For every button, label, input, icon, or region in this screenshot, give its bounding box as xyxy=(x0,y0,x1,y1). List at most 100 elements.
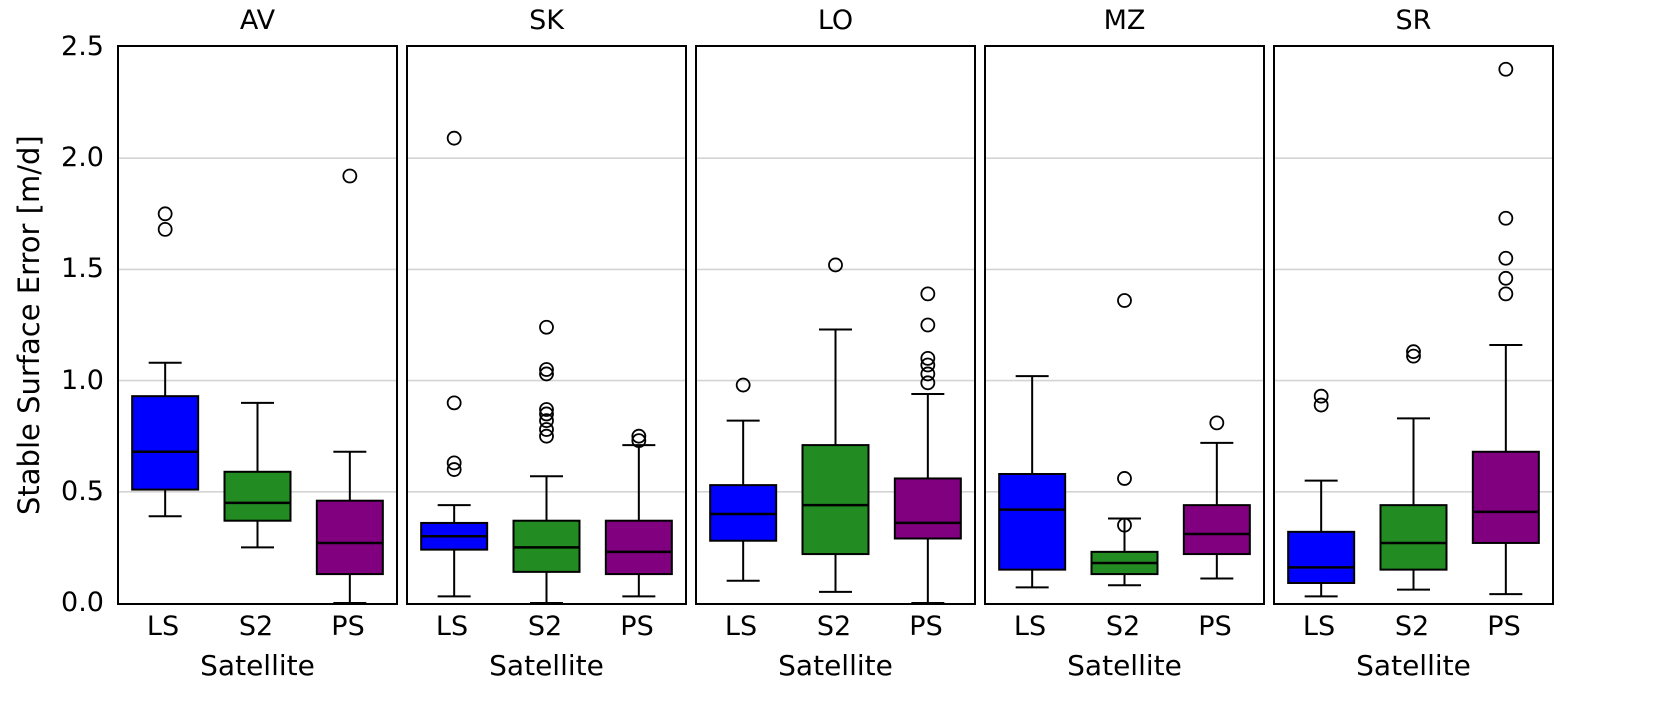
x-tick-label: S2 xyxy=(238,611,274,642)
panel-title: SR xyxy=(1395,5,1432,36)
box-LS xyxy=(998,375,1067,589)
panel-sk: SK LS S2 PS Satellite xyxy=(406,0,687,682)
x-tick-label: PS xyxy=(1198,611,1232,642)
outlier-point xyxy=(920,286,936,302)
x-tick-row: LS S2 PS xyxy=(117,605,398,647)
y-tick-label: 2.0 xyxy=(61,142,104,173)
x-axis-label: Satellite xyxy=(1356,649,1471,682)
y-tick-label: 0.5 xyxy=(61,476,104,507)
x-tick-label: PS xyxy=(1487,611,1521,642)
outlier-point xyxy=(1117,517,1132,533)
outlier-point xyxy=(1117,293,1132,308)
panel-lo: LO LS S2 PS Satellite xyxy=(695,0,976,682)
outlier-point xyxy=(539,319,554,335)
box-LS xyxy=(709,377,778,582)
outlier-point xyxy=(735,377,751,393)
outlier-point xyxy=(446,455,462,471)
outlier-point xyxy=(631,433,647,449)
outlier-point xyxy=(1313,388,1329,404)
x-axis-label: Satellite xyxy=(200,649,315,682)
y-tick-label: 1.0 xyxy=(61,365,104,396)
outlier-point xyxy=(446,395,462,411)
x-tick-row: LS S2 PS xyxy=(406,605,687,647)
box-LS xyxy=(131,206,200,518)
box-PS xyxy=(1471,61,1540,596)
panel-sr: SR LS S2 PS Satellite xyxy=(1273,0,1554,682)
box-LS xyxy=(1287,388,1356,598)
x-tick-label: LS xyxy=(1013,611,1047,642)
x-tick-label: LS xyxy=(724,611,758,642)
x-tick-row: LS S2 PS xyxy=(695,605,976,647)
outlier-point xyxy=(157,221,173,237)
outlier-point xyxy=(446,462,462,477)
panel-title: LO xyxy=(817,5,854,36)
outlier-point xyxy=(342,168,358,184)
outlier-point xyxy=(1498,250,1514,266)
outlier-point xyxy=(539,366,554,382)
y-tick-label: 0.0 xyxy=(61,587,104,618)
outlier-point xyxy=(1117,471,1132,486)
outlier-point xyxy=(920,350,936,366)
x-tick-label: LS xyxy=(435,611,469,642)
x-tick-label: PS xyxy=(331,611,365,642)
box-LS xyxy=(420,130,489,598)
outlier-point xyxy=(1498,270,1514,286)
x-tick-label: LS xyxy=(146,611,180,642)
panels-row: AV LS S2 PS Satellite SK LS S2 PS Satell… xyxy=(117,0,1554,682)
outlier-point xyxy=(920,375,936,391)
outlier-point xyxy=(1498,286,1514,302)
x-tick-row: LS S2 PS xyxy=(1273,605,1554,647)
box-PS xyxy=(604,428,673,598)
x-axis-label: Satellite xyxy=(489,649,604,682)
outlier-point xyxy=(539,422,554,437)
outlier-point xyxy=(920,366,936,382)
box-PS xyxy=(315,168,384,603)
box-S2 xyxy=(512,319,581,603)
x-tick-label: S2 xyxy=(816,611,852,642)
panel-av: AV LS S2 PS Satellite xyxy=(117,0,398,682)
outlier-point xyxy=(1406,344,1421,360)
y-axis-ticks: 2.5 2.0 1.5 1.0 0.5 0.0 xyxy=(0,0,112,728)
box-S2 xyxy=(1090,293,1159,587)
outlier-point xyxy=(920,357,936,373)
box-PS xyxy=(893,286,962,603)
boxplot-svg xyxy=(1275,61,1552,598)
outlier-point xyxy=(1498,210,1514,226)
outlier-point xyxy=(1209,415,1225,431)
outlier-point xyxy=(446,130,462,146)
outlier-point xyxy=(539,406,554,422)
x-tick-label: S2 xyxy=(1105,611,1141,642)
boxplot-svg xyxy=(119,157,396,603)
x-axis-label: Satellite xyxy=(778,649,893,682)
plot-area xyxy=(695,45,976,605)
y-tick-label: 2.5 xyxy=(61,31,104,62)
boxplot-svg xyxy=(986,157,1263,589)
outlier-point xyxy=(539,402,554,417)
plot-area xyxy=(1273,45,1554,605)
x-tick-label: LS xyxy=(1302,611,1336,642)
x-tick-label: S2 xyxy=(1394,611,1430,642)
panel-mz: MZ LS S2 PS Satellite xyxy=(984,0,1265,682)
box-S2 xyxy=(223,401,292,549)
outlier-point xyxy=(1498,61,1514,77)
outlier-point xyxy=(157,206,173,222)
outlier-point xyxy=(1406,348,1421,364)
box-S2 xyxy=(1379,344,1448,591)
outlier-point xyxy=(539,428,554,444)
outlier-point xyxy=(631,428,647,444)
panel-title: MZ xyxy=(1103,5,1146,36)
x-axis-label: Satellite xyxy=(1067,649,1182,682)
y-tick-label: 1.5 xyxy=(61,253,104,284)
plot-area xyxy=(117,45,398,605)
boxplot-svg xyxy=(697,157,974,603)
box-PS xyxy=(1182,415,1251,580)
outlier-point xyxy=(920,317,936,333)
panel-title: AV xyxy=(239,5,276,36)
x-tick-label: PS xyxy=(620,611,654,642)
x-tick-row: LS S2 PS xyxy=(984,605,1265,647)
panel-title: SK xyxy=(529,5,564,36)
plot-area xyxy=(406,45,687,605)
outlier-point xyxy=(539,413,554,429)
x-tick-label: S2 xyxy=(527,611,563,642)
